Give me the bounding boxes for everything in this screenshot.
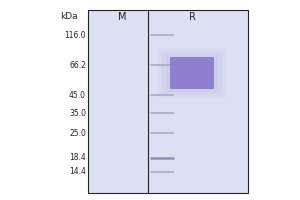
Text: kDa: kDa [60, 12, 78, 21]
Text: 25.0: 25.0 [69, 129, 86, 138]
FancyBboxPatch shape [170, 57, 214, 89]
Text: 66.2: 66.2 [69, 60, 86, 70]
Text: 14.4: 14.4 [69, 168, 86, 176]
Text: R: R [189, 12, 195, 22]
FancyBboxPatch shape [158, 48, 226, 98]
Text: 35.0: 35.0 [69, 108, 86, 117]
Text: 18.4: 18.4 [69, 154, 86, 162]
Text: 45.0: 45.0 [69, 90, 86, 99]
FancyBboxPatch shape [170, 57, 214, 89]
Bar [88, 10, 248, 193]
Text: 116.0: 116.0 [64, 30, 86, 40]
FancyBboxPatch shape [162, 51, 222, 95]
Text: M: M [118, 12, 126, 22]
FancyBboxPatch shape [166, 54, 218, 92]
